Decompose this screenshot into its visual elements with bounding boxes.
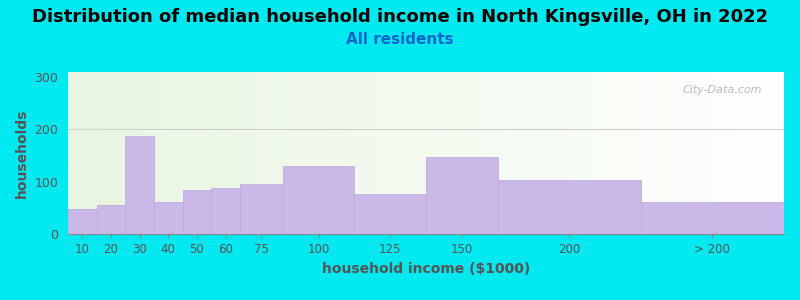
Bar [240, 184, 283, 234]
Bar [498, 180, 641, 234]
Bar [126, 136, 154, 234]
Bar [97, 205, 126, 234]
Bar [182, 190, 211, 234]
Bar [211, 188, 240, 234]
Bar [641, 202, 784, 234]
Bar [354, 194, 426, 234]
Y-axis label: households: households [15, 108, 29, 198]
Text: All residents: All residents [346, 32, 454, 46]
X-axis label: household income ($1000): household income ($1000) [322, 262, 530, 276]
Bar [154, 202, 182, 234]
Bar [68, 209, 97, 234]
Text: Distribution of median household income in North Kingsville, OH in 2022: Distribution of median household income … [32, 8, 768, 26]
Bar [426, 157, 498, 234]
Bar [282, 166, 354, 234]
Text: City-Data.com: City-Data.com [683, 85, 762, 95]
